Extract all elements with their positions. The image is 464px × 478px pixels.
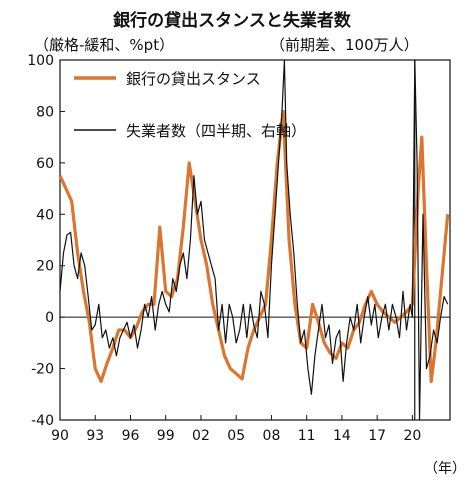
x-tick-label: 93 (86, 428, 104, 444)
x-tick-label: 08 (263, 428, 281, 444)
series-line-bank-lending (58, 109, 450, 383)
y-tick-label: 60 (36, 156, 54, 172)
y-tick-label: 20 (36, 259, 54, 275)
x-tick-label: 20 (403, 428, 421, 444)
y-tick-label: 80 (36, 104, 54, 120)
x-tick-label: 96 (122, 428, 140, 444)
plot-frame (59, 59, 451, 421)
chart-title: 銀行の貸出スタンスと失業者数 (113, 11, 351, 31)
x-tick-label: 17 (368, 428, 386, 444)
x-tick-label: 02 (192, 428, 210, 444)
right-axis-label: （前期差、100万人） (270, 36, 419, 54)
x-axis-unit: （年） (424, 461, 464, 477)
y-tick-label: 40 (36, 207, 54, 223)
x-tick-label: 05 (227, 428, 245, 444)
x-tick-label: 90 (51, 428, 69, 444)
x-tick-label: 14 (333, 428, 351, 444)
y-tick-label: -20 (31, 362, 54, 378)
y-tick-label: -40 (31, 413, 54, 429)
x-tick-label: 11 (298, 428, 316, 444)
y-tick-label: 0 (45, 310, 54, 326)
series-line-unemployed (59, 59, 449, 421)
legend-label-unemployed: 失業者数（四半期、右軸） (126, 122, 306, 140)
legend-label-bank: 銀行の貸出スタンス (126, 70, 261, 88)
left-axis-label: （厳格-緩和、%pt） (34, 36, 175, 54)
y-tick-label: 100 (27, 53, 54, 69)
x-tick-label: 99 (157, 428, 175, 444)
